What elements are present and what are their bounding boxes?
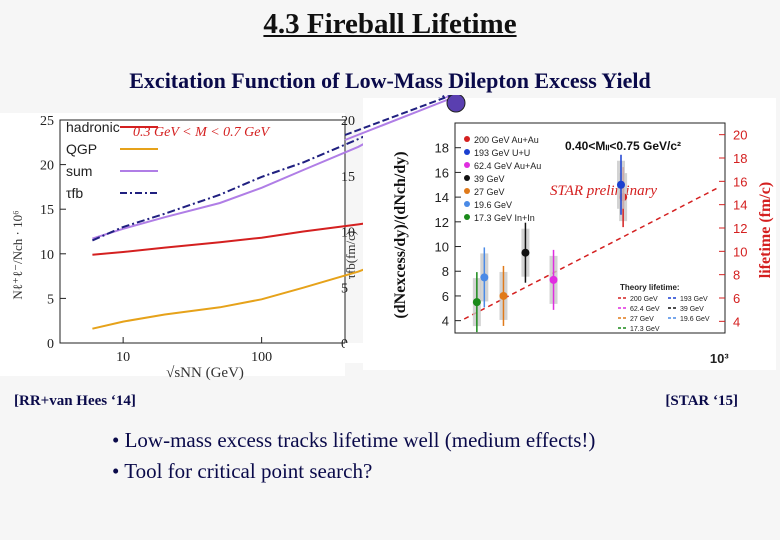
left-legend-label: QGP	[66, 141, 97, 157]
right-ytick-right-label: 16	[733, 174, 747, 189]
data-point	[499, 291, 508, 300]
left-ytick-label: 25	[40, 114, 54, 129]
figure-panel: Nℓ⁺ℓ⁻/Nch · 10⁶ τfb(fm/c) √sNN (GeV) 0.3…	[0, 95, 776, 381]
data-point	[521, 248, 530, 257]
right-legend-label: 27 GeV	[474, 187, 505, 197]
right-ytick-label: 10	[435, 240, 449, 255]
data-point	[480, 273, 489, 282]
right-ytick-right-label: 14	[733, 198, 747, 213]
right-legend-label: 39 GeV	[474, 174, 505, 184]
left-ytick-label: 10	[40, 248, 54, 263]
right-legend-marker	[464, 162, 470, 168]
right-legend-label: 193 GeV U+U	[474, 148, 530, 158]
left-annotation: 0.3 GeV < M < 0.7 GeV	[133, 125, 271, 140]
left-ytick-right-label: 15	[341, 170, 355, 185]
right-series	[344, 95, 720, 333]
right-legend-label: 17.3 GeV In+In	[474, 213, 535, 223]
left-ytick-label: 15	[40, 203, 54, 218]
left-ytick-right-label: 10	[341, 226, 355, 241]
tfb-extension-line	[344, 95, 453, 136]
data-point	[549, 275, 558, 284]
right-annotation: 0.40<Mₗₗ<0.75 GeV/c²	[565, 139, 681, 153]
left-ytick-right-label: 5	[341, 281, 348, 296]
right-ytick-right-label: 4	[733, 314, 740, 329]
right-watermark: STAR preliminary	[550, 183, 657, 199]
bullet-item: • Low-mass excess tracks lifetime well (…	[112, 428, 596, 452]
right-ytick-label: 8	[442, 264, 449, 279]
right-ticks: 4 6 8 10 12 14 16 18 4 6 8 10 12 14 16 18 20 10³	[435, 128, 748, 366]
left-ylabel-right: τfb(fm/c)	[343, 231, 358, 280]
right-ylabel-right: lifetime (fm/c)	[757, 182, 774, 278]
left-ytick-label: 5	[47, 292, 54, 307]
citation-right: [STAR ‘15]	[665, 393, 738, 409]
right-ytick-label: 6	[442, 289, 449, 304]
left-legend: hadronic QGP sum τfb	[66, 119, 158, 201]
theory-legend-label: 19.6 GeV	[680, 316, 710, 323]
left-xtick-label: 10	[116, 350, 130, 365]
left-ytick-label: 0	[47, 337, 54, 352]
left-legend-label: τfb	[66, 185, 83, 201]
right-legend: 200 GeV Au+Au 193 GeV U+U 62.4 GeV Au+Au 39…	[464, 135, 541, 223]
right-theory-legend: Theory lifetime: 200 GeV 193 GeV 62.4 GeV 39…	[618, 283, 710, 333]
left-ytick-right-label: 0	[341, 337, 348, 352]
left-xlabel: √sNN (GeV)	[166, 365, 244, 381]
data-point	[616, 180, 625, 189]
page-title: 4.3 Fireball Lifetime	[263, 8, 517, 40]
right-legend-marker	[464, 188, 470, 194]
left-ytick-right-label: 20	[341, 114, 355, 129]
right-ytick-label: 18	[435, 141, 449, 156]
right-legend-marker	[464, 149, 470, 155]
tick-overlay	[345, 343, 455, 363]
data-point	[472, 298, 481, 307]
left-xtick-label: 100	[251, 350, 272, 365]
right-ytick-right-label: 12	[733, 221, 747, 236]
sum-extension-line	[344, 97, 453, 141]
left-legend-label: hadronic	[66, 119, 120, 135]
right-ytick-right-label: 18	[733, 151, 747, 166]
theory-legend-label: 39 GeV	[680, 306, 704, 313]
left-plot-frame	[59, 119, 346, 344]
right-xtick-label: 10³	[710, 351, 729, 366]
right-ytick-right-label: 10	[733, 244, 747, 259]
left-plot-background	[0, 113, 345, 376]
right-ytick-right-label: 6	[733, 291, 740, 306]
right-legend-marker	[464, 214, 470, 220]
right-ytick-label: 16	[435, 165, 449, 180]
right-ytick-right-label: 20	[733, 128, 747, 143]
right-legend-label: 200 GeV Au+Au	[474, 135, 539, 145]
theory-legend-label: 62.4 GeV	[630, 306, 660, 313]
theory-legend-title: Theory lifetime:	[620, 283, 680, 292]
right-ytick-label: 14	[435, 190, 449, 205]
right-ytick-right-label: 8	[733, 268, 740, 283]
left-ytick-label: 20	[40, 159, 54, 174]
lhc-endpoint-marker	[446, 95, 466, 113]
citation-left: [RR+van Hees ‘14]	[14, 393, 136, 409]
right-ytick-label: 12	[435, 215, 449, 230]
right-legend-marker	[464, 201, 470, 207]
bullet-list: • Low-mass excess tracks lifetime well (…	[112, 425, 595, 487]
theory-legend-label: 193 GeV	[680, 296, 708, 303]
right-legend-label: 19.6 GeV	[474, 200, 512, 210]
bullet-item: • Tool for critical point search?	[112, 459, 373, 483]
left-legend-label: sum	[66, 163, 92, 179]
theory-legend-label: 17.3 GeV	[630, 326, 660, 333]
right-legend-marker	[464, 136, 470, 142]
right-legend-label: 62.4 GeV Au+Au	[474, 161, 541, 171]
right-ylabel: (dNexcess/dy)/(dNch/dy)	[392, 151, 409, 318]
left-ylabel: Nℓ⁺ℓ⁻/Nch · 10⁶	[10, 210, 25, 299]
right-plot-background	[363, 98, 776, 370]
right-ytick-label: 4	[442, 314, 449, 329]
theory-legend-label: 200 GeV	[630, 296, 658, 303]
page-subtitle: Excitation Function of Low-Mass Dilepton…	[129, 68, 651, 93]
theory-legend-label: 27 GeV	[630, 316, 654, 323]
right-legend-marker	[464, 175, 470, 181]
